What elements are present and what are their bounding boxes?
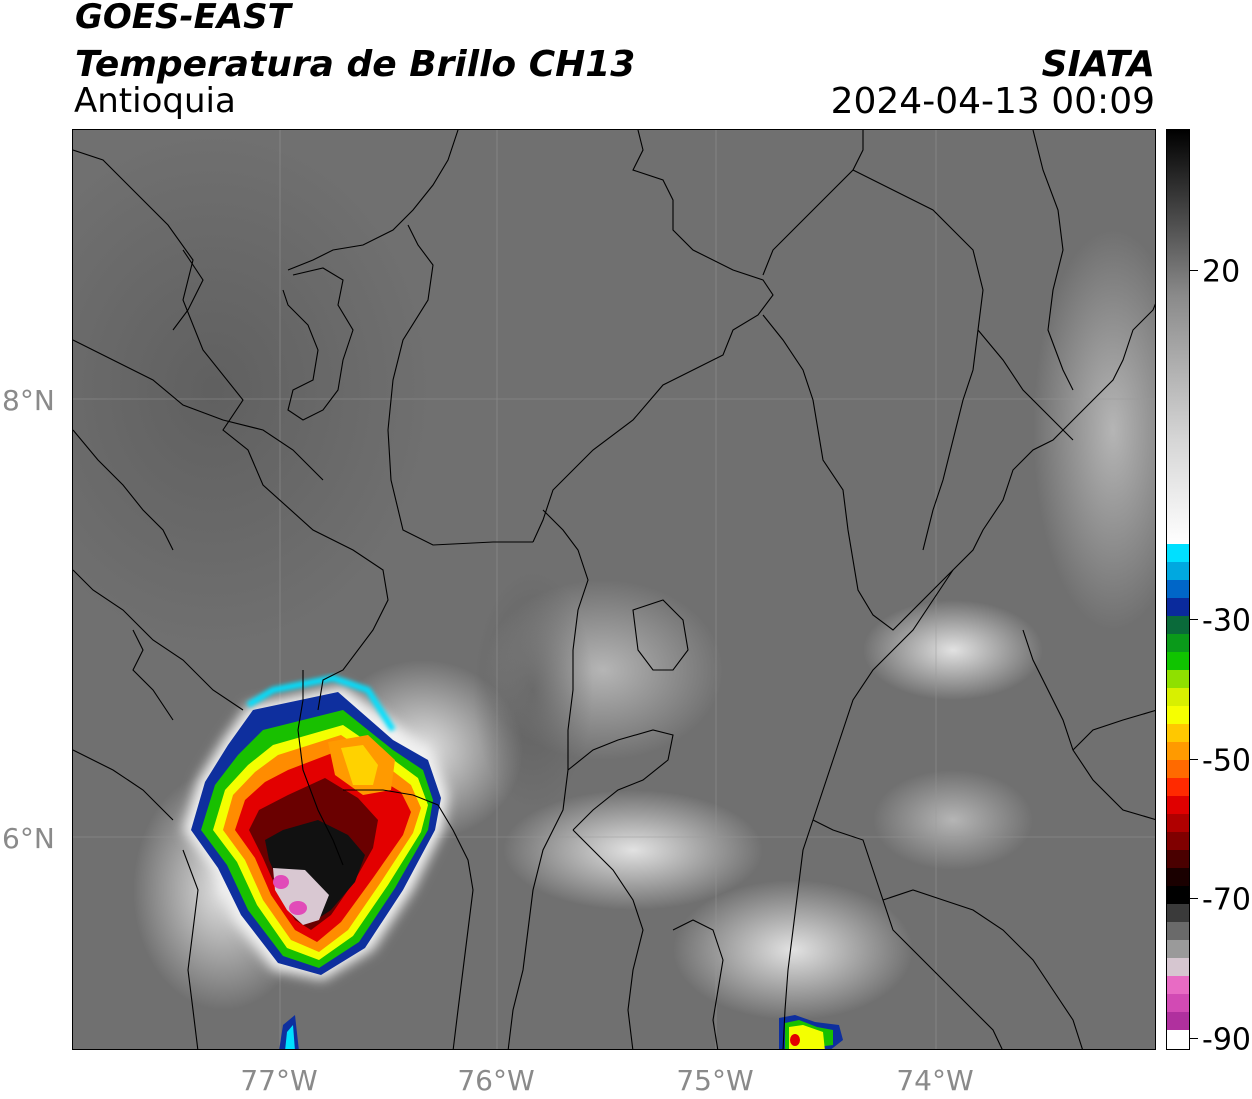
light-area [873,770,1033,870]
lon-label-76w: 76°W [457,1064,535,1097]
title-product: Temperatura de Brillo CH13 [75,44,636,85]
map-canvas [73,130,1155,1049]
colorbar-tick [1190,759,1198,760]
colorbar-label-minus50: -50 [1202,743,1251,779]
colorbar-tick [1190,619,1198,620]
light-area [863,600,1043,700]
lon-label-75w: 75°W [676,1064,754,1097]
timestamp-label: 2024-04-13 00:09 [830,81,1155,122]
lon-label-74w: 74°W [896,1064,974,1097]
storm-cell-south [279,1015,843,1049]
lat-label-8n: 8°N [2,384,55,417]
dark-area [73,130,433,650]
lat-label-6n: 6°N [2,822,55,855]
region-label: Antioquia [74,81,236,121]
title-satellite: GOES-EAST [75,0,291,37]
colorbar-scale [1167,130,1189,1049]
colorbar-label-minus70: -70 [1202,882,1251,918]
graticule [73,130,1155,1049]
organization-label: SIATA [1041,44,1155,85]
colorbar-label-minus90: -90 [1202,1022,1251,1058]
dark-area [473,570,593,810]
colorbar-label-minus30: -30 [1202,603,1251,639]
light-area [673,880,913,1020]
storm-cell [183,674,448,980]
colorbar-tick [1190,898,1198,899]
colorbar-tick [1190,270,1198,271]
boundaries [73,130,1155,1049]
lon-label-77w: 77°W [240,1064,318,1097]
brightness-temperature-map [72,129,1156,1050]
light-area [503,790,763,910]
colorbar [1166,129,1190,1050]
light-area [1033,230,1155,630]
colorbar-tick [1190,1038,1198,1039]
colorbar-label-20: 20 [1202,254,1241,290]
